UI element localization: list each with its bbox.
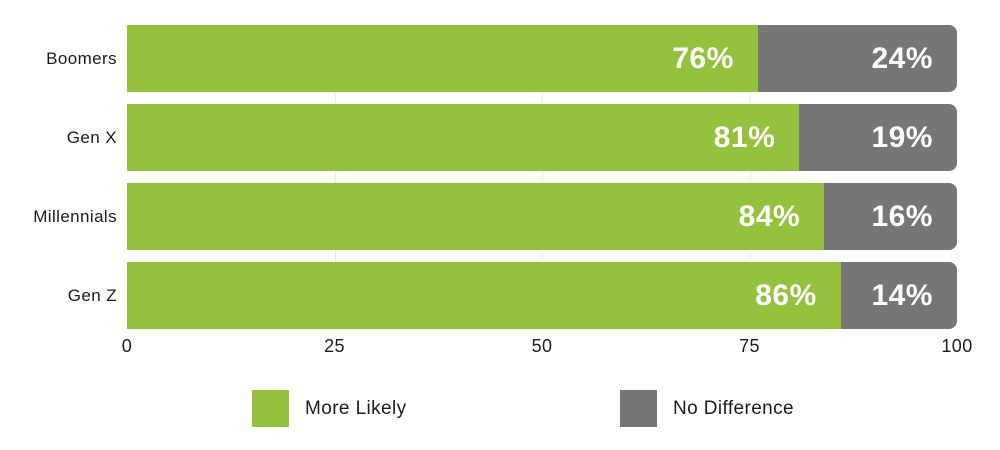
legend-swatch [252, 390, 289, 427]
bar-row: Millennials 84% 16% [0, 183, 1000, 250]
x-tick-label: 0 [121, 336, 133, 356]
bar-segment-no-difference: 19% [799, 104, 957, 171]
category-label: Gen X [66, 127, 117, 147]
bar-segment-more-likely: 86% [127, 262, 841, 329]
legend-label: More Likely [305, 397, 407, 419]
x-tick-label: 25 [324, 336, 345, 356]
value-label: 24% [871, 41, 933, 75]
legend-item-no-difference: No Difference [620, 390, 794, 427]
gridline [749, 25, 751, 329]
bar-row: Boomers 76% 24% [0, 25, 1000, 92]
category-label: Gen Z [67, 285, 117, 305]
category-label: Millennials [33, 206, 117, 226]
bar-track: 84% 16% [127, 183, 957, 250]
bar-track: 86% 14% [127, 262, 957, 329]
value-label: 19% [871, 120, 933, 154]
bar-row: Gen X 81% 19% [0, 104, 1000, 171]
value-label: 16% [871, 199, 933, 233]
value-label: 14% [871, 278, 933, 312]
gridline [542, 25, 543, 329]
legend-label: No Difference [673, 397, 795, 419]
bar-track: 81% 19% [127, 104, 957, 171]
gridline [334, 25, 336, 329]
bar-segment-more-likely: 76% [127, 25, 758, 92]
x-tick-label: 75 [739, 336, 760, 356]
legend-swatch [620, 390, 657, 427]
bar-segment-no-difference: 14% [840, 262, 957, 329]
bar-segment-more-likely: 81% [127, 104, 800, 171]
bar-segment-more-likely: 84% [127, 183, 825, 250]
bar-track: 76% 24% [127, 25, 957, 92]
bar-segment-no-difference: 24% [757, 25, 957, 92]
value-label: 76% [672, 41, 734, 75]
value-label: 84% [738, 199, 801, 233]
value-label: 81% [713, 120, 776, 154]
bar-row: Gen Z 86% 14% [0, 262, 1000, 329]
category-label: Boomers [46, 48, 117, 68]
value-label: 86% [755, 278, 817, 312]
legend-item-more-likely: More Likely [252, 390, 407, 427]
x-tick-label: 50 [531, 336, 553, 356]
bar-segment-no-difference: 16% [824, 183, 957, 250]
x-tick-label: 100 [941, 336, 973, 356]
